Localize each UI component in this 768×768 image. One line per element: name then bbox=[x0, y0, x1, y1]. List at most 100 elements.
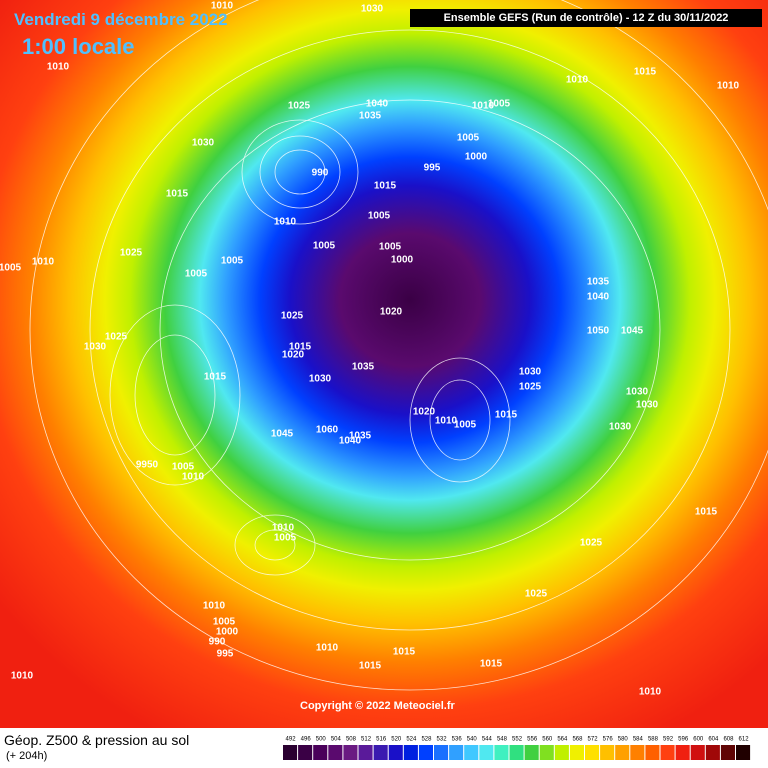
isobar-label: 1050 bbox=[587, 326, 610, 337]
isobar-label: 1005 bbox=[213, 617, 236, 628]
color-bar-swatch bbox=[418, 745, 433, 760]
color-bar-label: 536 bbox=[452, 737, 463, 743]
color-bar-swatch bbox=[373, 745, 388, 760]
color-bar-label: 508 bbox=[346, 737, 357, 743]
color-bar-label: 552 bbox=[512, 737, 523, 743]
color-bar-swatch bbox=[585, 745, 600, 760]
isobar-label: 1030 bbox=[361, 4, 384, 15]
isobar-label: 1040 bbox=[339, 436, 362, 447]
isobar-label: 1005 bbox=[221, 256, 244, 267]
color-bar-label: 580 bbox=[618, 737, 629, 743]
color-bar-label: 560 bbox=[542, 737, 553, 743]
isobars bbox=[29, 0, 768, 691]
isobar-label: 1015 bbox=[166, 189, 189, 200]
isobar-label: 1015 bbox=[495, 410, 518, 421]
isobar-label: 1040 bbox=[587, 292, 610, 303]
color-bar-label: 600 bbox=[693, 737, 704, 743]
isobar-label: 1030 bbox=[84, 342, 107, 353]
isobar-label: 1040 bbox=[366, 99, 389, 110]
isobar-label: 1005 bbox=[488, 99, 511, 110]
color-bar-label: 596 bbox=[678, 737, 689, 743]
isobar-label: 1010 bbox=[316, 643, 339, 654]
color-bar-swatch bbox=[600, 745, 615, 760]
color-bar-label: 540 bbox=[467, 737, 478, 743]
isobar-label: 1030 bbox=[192, 138, 215, 149]
color-bar-swatch bbox=[720, 745, 735, 760]
copyright: Copyright © 2022 Meteociel.fr bbox=[300, 700, 455, 712]
isobar-label: 1005 bbox=[313, 241, 336, 252]
color-bar-swatch bbox=[388, 745, 403, 760]
color-bar-swatch bbox=[464, 745, 479, 760]
isobar-label: 1010 bbox=[435, 416, 458, 427]
color-bar-label: 612 bbox=[739, 737, 750, 743]
isobar-label: 1015 bbox=[204, 372, 227, 383]
isobar-label: 1020 bbox=[413, 407, 436, 418]
footer-title: Géop. Z500 & pression au sol bbox=[4, 732, 190, 748]
color-bar-label: 592 bbox=[663, 737, 674, 743]
color-bar-swatch bbox=[690, 745, 705, 760]
isobar-label: 1005 bbox=[457, 133, 480, 144]
isobar-label: 1010 bbox=[211, 1, 234, 12]
date-title: Vendredi 9 décembre 2022 bbox=[14, 10, 228, 29]
isobar-label: 1025 bbox=[580, 538, 603, 549]
isobar-label: 1030 bbox=[309, 374, 332, 385]
isobar-label: 990 bbox=[312, 168, 329, 179]
isobar-label: 995 bbox=[217, 649, 234, 660]
isobar-label: 1060 bbox=[316, 425, 339, 436]
isobar-label: 1005 bbox=[454, 420, 477, 431]
isobar-label: 1015 bbox=[393, 647, 416, 658]
color-bar-label: 528 bbox=[421, 737, 432, 743]
isobar-label: 1005 bbox=[379, 242, 402, 253]
color-bar-swatch bbox=[449, 745, 464, 760]
isobar-label: 1020 bbox=[282, 350, 305, 361]
color-bar-label: 564 bbox=[557, 737, 568, 743]
isobar-label: 1045 bbox=[621, 326, 644, 337]
color-bar-swatch bbox=[554, 745, 569, 760]
isobar-label: 990 bbox=[209, 637, 226, 648]
isobar-label: 1010 bbox=[47, 62, 70, 73]
color-bar-swatch bbox=[615, 745, 630, 760]
isobar-label: 1025 bbox=[105, 332, 128, 343]
color-bar-label: 544 bbox=[482, 737, 493, 743]
isobar-label: 1005 bbox=[274, 533, 297, 544]
color-bar-label: 516 bbox=[376, 737, 387, 743]
isobar-label: 1000 bbox=[465, 152, 488, 163]
color-bar-label: 492 bbox=[286, 737, 297, 743]
isobar-label: 1025 bbox=[525, 589, 548, 600]
color-bar-swatch bbox=[660, 745, 675, 760]
color-bar-swatch bbox=[569, 745, 584, 760]
color-bar-swatch bbox=[539, 745, 554, 760]
isobar-label: 1010 bbox=[566, 75, 589, 86]
color-bar-label: 572 bbox=[588, 737, 599, 743]
isobar-label: 1005 bbox=[185, 269, 208, 280]
isobar-label: 1020 bbox=[380, 307, 403, 318]
color-bar-label: 532 bbox=[437, 737, 448, 743]
isobar-label: 1010 bbox=[32, 257, 55, 268]
isobar-label: 1005 bbox=[172, 462, 195, 473]
isobar-label: 1030 bbox=[519, 367, 542, 378]
color-bar-label: 500 bbox=[316, 737, 327, 743]
color-bar-swatch bbox=[705, 745, 720, 760]
color-bar-label: 556 bbox=[527, 737, 538, 743]
isobar-label: 1045 bbox=[271, 429, 294, 440]
color-bar-swatch bbox=[524, 745, 539, 760]
color-bar-swatch bbox=[283, 745, 298, 760]
color-bar-swatch bbox=[645, 745, 660, 760]
color-bar-label: 588 bbox=[648, 737, 659, 743]
isobar-label: 995 bbox=[424, 163, 441, 174]
color-bar-swatch bbox=[675, 745, 690, 760]
isobar-label: 1015 bbox=[289, 342, 312, 353]
color-bar-swatch bbox=[630, 745, 645, 760]
isobar-label: 1000 bbox=[216, 627, 239, 638]
color-bar-label: 520 bbox=[391, 737, 402, 743]
color-bar-label: 576 bbox=[603, 737, 614, 743]
color-bar-swatch bbox=[494, 745, 509, 760]
isobar-label: 1010 bbox=[11, 671, 34, 682]
color-bar-label: 504 bbox=[331, 737, 342, 743]
isobar-label: 1030 bbox=[636, 400, 659, 411]
color-bar-swatch bbox=[298, 745, 313, 760]
color-bar-swatch bbox=[509, 745, 524, 760]
isobar-label: 1010 bbox=[274, 217, 297, 228]
